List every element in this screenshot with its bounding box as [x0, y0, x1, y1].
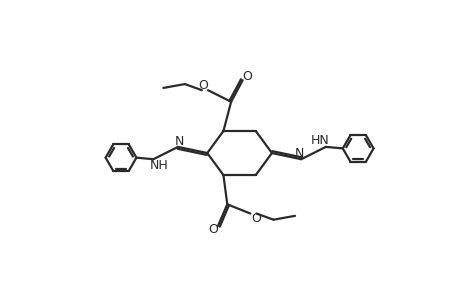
Text: N: N — [174, 135, 184, 148]
Text: O: O — [250, 212, 260, 225]
Text: N: N — [294, 147, 304, 160]
Text: O: O — [208, 223, 218, 236]
Text: O: O — [242, 70, 252, 83]
Text: O: O — [198, 79, 208, 92]
Text: NH: NH — [150, 159, 168, 172]
Text: HN: HN — [310, 134, 328, 147]
